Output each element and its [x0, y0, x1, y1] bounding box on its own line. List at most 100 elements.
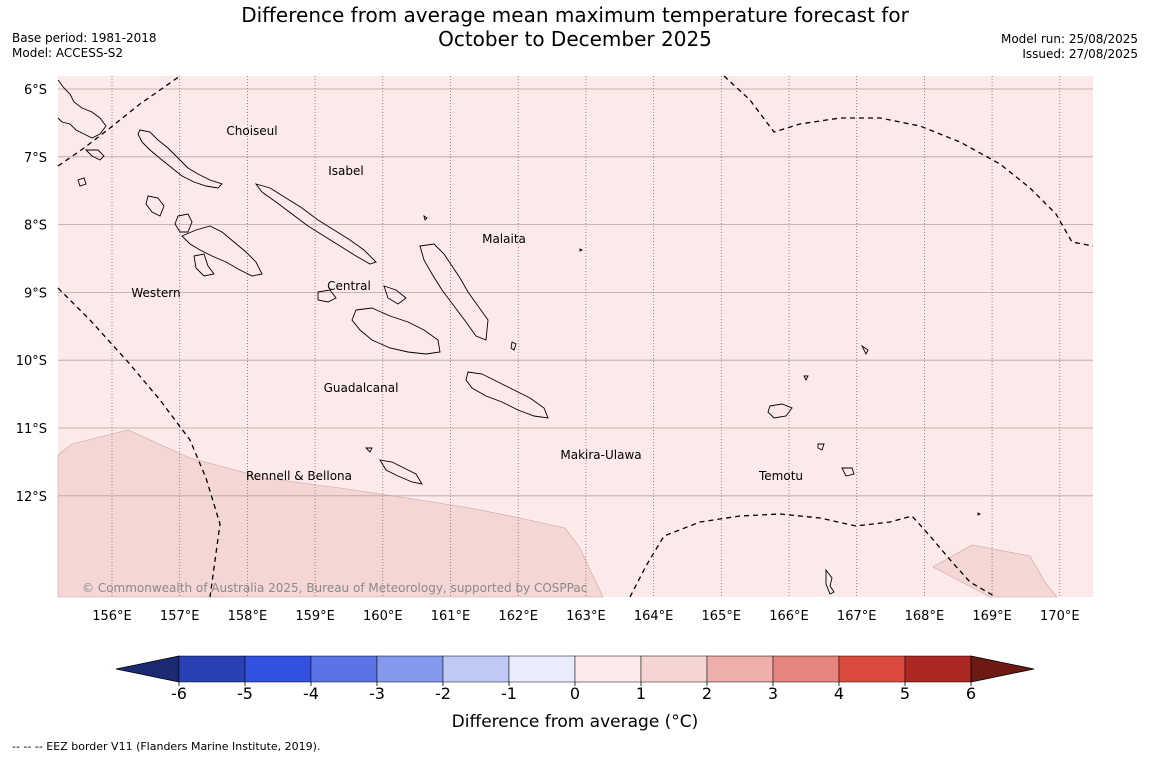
colorbar-cell [508, 655, 576, 683]
bougainville-south-coast [84, 149, 105, 161]
eez-border-northwest [57, 75, 181, 167]
small-malaita-islet [510, 341, 517, 351]
colorbar-tick-label: 2 [702, 684, 712, 703]
warm-region-southeast [932, 544, 1058, 598]
colorbar-cell [442, 655, 510, 683]
colorbar-tick-label: -2 [435, 684, 451, 703]
model-run-text: Model run: 25/08/2025 [1000, 32, 1138, 46]
colorbar-label: Difference from average (°C) [452, 712, 699, 732]
eez-border-south [629, 513, 997, 598]
region-label: Western [131, 286, 180, 300]
latitude-lines [58, 88, 1093, 497]
shortland-islands [77, 177, 87, 187]
longitude-label: 165°E [702, 609, 742, 624]
eez-borders [57, 75, 1094, 598]
left-meta: Base period: 1981-2018 Model: ACCESS-S2 [12, 31, 157, 61]
longitude-label: 156°E [92, 609, 132, 624]
colorbar-tick-label: 6 [966, 684, 976, 703]
tikopia-anuta [825, 568, 835, 595]
warm-region-southwest [57, 429, 604, 598]
region-label: Temotu [758, 469, 803, 483]
vella-lavella [145, 195, 165, 217]
colorbar-cell [706, 655, 774, 683]
bougainville-coast [57, 79, 107, 139]
region-label: Makira-Ulawa [560, 448, 641, 462]
colorbar-cell [772, 655, 840, 683]
colorbar-tick-label: 3 [768, 684, 778, 703]
latitude-label: 9°S [24, 286, 47, 301]
longitude-label: 166°E [769, 609, 809, 624]
model-text: Model: ACCESS-S2 [12, 46, 124, 60]
colorbar-cells [115, 655, 1035, 683]
kolombangara [174, 213, 193, 233]
colorbar-tick-label: -5 [237, 684, 253, 703]
colorbar-tick-label: -1 [501, 684, 517, 703]
graticule [58, 76, 1093, 597]
latitude-label: 10°S [16, 354, 47, 369]
eez-border-west [57, 287, 221, 598]
longitude-label: 170°E [1040, 609, 1080, 624]
right-meta: Model run: 25/08/2025 Issued: 27/08/2025 [1001, 32, 1138, 62]
colorbar-extend-low [115, 655, 180, 683]
utupua-island [817, 443, 825, 451]
colorbar-cell [838, 655, 906, 683]
rendova [193, 253, 215, 277]
fatutaka-islet [977, 512, 982, 516]
sikaiana-islet [579, 248, 584, 252]
copyright-text: © Commonwealth of Australia 2025, Bureau… [82, 581, 587, 595]
longitude-label: 158°E [228, 609, 268, 624]
longitude-label: 163°E [566, 609, 606, 624]
rennell-island [379, 459, 423, 485]
region-label: Central [327, 279, 371, 293]
ontong-java-islet [423, 214, 428, 221]
colorbar-tick-label: -6 [171, 684, 187, 703]
colorbar-tick-label: 4 [834, 684, 844, 703]
santa-cruz-ndende [767, 403, 793, 419]
title-line-1: Difference from average mean maximum tem… [241, 3, 909, 27]
region-label: Guadalcanal [324, 381, 399, 395]
region-label: Malaita [482, 232, 526, 246]
colorbar-cell [904, 655, 972, 683]
colorbar-cell [376, 655, 444, 683]
colorbar-tick-label: -3 [369, 684, 385, 703]
latitude-labels: 6°S 7°S 8°S 9°S 10°S 11°S 12°S [16, 83, 47, 505]
duff-islands [803, 375, 809, 382]
longitude-label: 157°E [160, 609, 200, 624]
vanikoro-island [841, 467, 855, 477]
region-labels: Choiseul Isabel Malaita Western Central Guada… [131, 124, 803, 483]
new-georgia [181, 225, 263, 277]
map-title: Difference from average mean maximum tem… [0, 3, 1150, 51]
colorbar-tick-label: 5 [900, 684, 910, 703]
map-panel [57, 76, 1093, 598]
footnote: -- -- -- EEZ border V11 (Flanders Marine… [12, 740, 321, 753]
malaita-coast [419, 243, 489, 341]
colorbar-tick-labels: -6 -5 -4 -3 -2 -1 0 1 2 3 4 5 6 [171, 682, 976, 703]
island-outlines [57, 79, 982, 595]
longitude-label: 160°E [363, 609, 403, 624]
colorbar-cell [244, 655, 312, 683]
colorbar-cell [640, 655, 708, 683]
colorbar-cell [310, 655, 378, 683]
latitude-label: 7°S [24, 151, 47, 166]
region-label: Choiseul [226, 124, 277, 138]
longitude-label: 164°E [634, 609, 674, 624]
colorbar: -6 -5 -4 -3 -2 -1 0 1 2 3 4 5 6 [115, 655, 1035, 703]
bellona-island [364, 447, 373, 453]
title-line-2: October to December 2025 [438, 27, 712, 51]
longitude-label: 159°E [295, 609, 335, 624]
choiseul-coast [137, 129, 223, 189]
longitude-label: 169°E [972, 609, 1012, 624]
colorbar-cell [574, 655, 642, 683]
longitude-label: 162°E [498, 609, 538, 624]
eez-border-northeast [723, 75, 1094, 247]
guadalcanal-coast [351, 307, 441, 355]
makira-coast [465, 371, 549, 419]
colorbar-tick-label: 1 [636, 684, 646, 703]
region-label: Rennell & Bellona [246, 469, 352, 483]
issued-text: Issued: 27/08/2025 [1022, 47, 1138, 61]
latitude-label: 6°S [24, 83, 47, 98]
latitude-label: 8°S [24, 219, 47, 234]
nggela-islands [317, 289, 337, 303]
russell-islands [383, 285, 407, 305]
